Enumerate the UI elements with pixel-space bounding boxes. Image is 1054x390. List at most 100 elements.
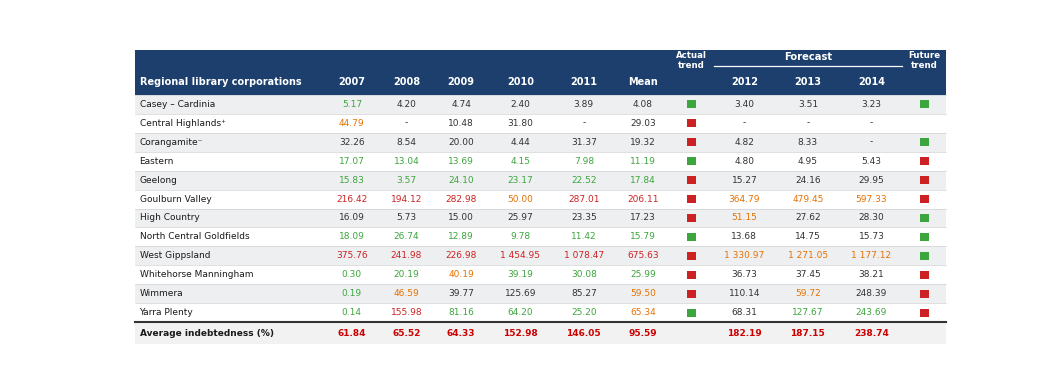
Text: 46.59: 46.59: [393, 289, 419, 298]
Text: 127.67: 127.67: [793, 308, 823, 317]
Text: North Central Goldfields: North Central Goldfields: [139, 232, 249, 241]
Text: 31.80: 31.80: [507, 119, 533, 128]
Text: 1 078.47: 1 078.47: [564, 252, 604, 261]
Text: 51.15: 51.15: [731, 213, 758, 223]
Text: 13.69: 13.69: [448, 156, 474, 165]
Text: 14.75: 14.75: [795, 232, 821, 241]
Text: 25.97: 25.97: [507, 213, 533, 223]
Text: West Gippsland: West Gippsland: [139, 252, 210, 261]
Text: Wimmera: Wimmera: [139, 289, 183, 298]
Bar: [920, 138, 929, 147]
Bar: [920, 157, 929, 165]
Text: Eastern: Eastern: [139, 156, 174, 165]
Text: 24.10: 24.10: [448, 176, 474, 184]
Text: 4.80: 4.80: [735, 156, 755, 165]
Text: 4.44: 4.44: [510, 138, 530, 147]
Text: 5.73: 5.73: [396, 213, 416, 223]
Text: 64.20: 64.20: [508, 308, 533, 317]
Text: 25.20: 25.20: [571, 308, 597, 317]
Text: Central Highlands⁺: Central Highlands⁺: [139, 119, 226, 128]
Text: 65.34: 65.34: [630, 308, 656, 317]
Bar: [135, 209, 945, 227]
Text: 2009: 2009: [448, 76, 474, 87]
Text: High Country: High Country: [139, 213, 199, 223]
Text: 17.07: 17.07: [339, 156, 365, 165]
Text: 282.98: 282.98: [446, 195, 476, 204]
Text: 248.39: 248.39: [856, 289, 887, 298]
Text: 17.23: 17.23: [630, 213, 656, 223]
Text: 64.33: 64.33: [447, 329, 475, 338]
Text: 13.04: 13.04: [393, 156, 419, 165]
Bar: [135, 246, 945, 266]
Bar: [687, 138, 696, 147]
Text: 1 330.97: 1 330.97: [724, 252, 764, 261]
Text: 238.74: 238.74: [854, 329, 889, 338]
Text: 95.59: 95.59: [628, 329, 658, 338]
Text: 44.79: 44.79: [339, 119, 365, 128]
Text: 39.77: 39.77: [448, 289, 474, 298]
Bar: [687, 99, 696, 108]
Text: -: -: [405, 119, 408, 128]
Text: 30.08: 30.08: [571, 271, 597, 280]
Text: 25.99: 25.99: [630, 271, 656, 280]
Text: 15.27: 15.27: [731, 176, 757, 184]
Bar: [920, 289, 929, 298]
Text: 4.95: 4.95: [798, 156, 818, 165]
Text: 9.78: 9.78: [510, 232, 530, 241]
Text: 2012: 2012: [730, 76, 758, 87]
Text: Goulburn Valley: Goulburn Valley: [139, 195, 211, 204]
Text: 29.95: 29.95: [859, 176, 884, 184]
Text: 26.74: 26.74: [394, 232, 419, 241]
Text: 23.35: 23.35: [571, 213, 597, 223]
Text: Forecast: Forecast: [784, 52, 832, 62]
Bar: [135, 303, 945, 323]
Text: 2011: 2011: [570, 76, 598, 87]
Text: 7.98: 7.98: [573, 156, 593, 165]
Text: -: -: [582, 119, 585, 128]
Bar: [920, 271, 929, 279]
Text: 12.89: 12.89: [448, 232, 474, 241]
Bar: [920, 308, 929, 317]
Text: 3.57: 3.57: [396, 176, 416, 184]
Bar: [135, 190, 945, 209]
Text: 2007: 2007: [338, 76, 366, 87]
Text: Whitehorse Manningham: Whitehorse Manningham: [139, 271, 253, 280]
Text: 0.30: 0.30: [341, 271, 362, 280]
Text: 479.45: 479.45: [793, 195, 823, 204]
Text: 1 271.05: 1 271.05: [787, 252, 828, 261]
Bar: [920, 176, 929, 184]
Text: 11.19: 11.19: [630, 156, 656, 165]
Bar: [135, 113, 945, 133]
Bar: [687, 232, 696, 241]
Text: 2014: 2014: [858, 76, 885, 87]
Text: 65.52: 65.52: [392, 329, 421, 338]
Text: 1 454.95: 1 454.95: [501, 252, 541, 261]
Text: 5.43: 5.43: [861, 156, 881, 165]
Text: 22.52: 22.52: [571, 176, 597, 184]
Text: 27.62: 27.62: [795, 213, 821, 223]
Text: 13.68: 13.68: [731, 232, 758, 241]
Bar: [687, 176, 696, 184]
Bar: [687, 119, 696, 128]
Text: 68.31: 68.31: [731, 308, 758, 317]
Text: 61.84: 61.84: [337, 329, 366, 338]
Text: 2.40: 2.40: [510, 99, 530, 108]
Bar: [135, 152, 945, 170]
Text: -: -: [870, 119, 873, 128]
Text: 28.30: 28.30: [859, 213, 884, 223]
Bar: [920, 99, 929, 108]
Text: 4.20: 4.20: [396, 99, 416, 108]
Text: 187.15: 187.15: [790, 329, 825, 338]
Text: 3.23: 3.23: [861, 99, 881, 108]
Bar: [135, 227, 945, 246]
Bar: [920, 214, 929, 222]
Text: 4.74: 4.74: [451, 99, 471, 108]
Text: 15.00: 15.00: [448, 213, 474, 223]
Text: 85.27: 85.27: [571, 289, 597, 298]
Text: 20.00: 20.00: [448, 138, 474, 147]
Text: 0.14: 0.14: [341, 308, 362, 317]
Text: Average indebtedness (%): Average indebtedness (%): [139, 329, 273, 338]
Text: 59.72: 59.72: [795, 289, 821, 298]
Text: 2010: 2010: [507, 76, 533, 87]
Text: Future
trend: Future trend: [909, 51, 940, 71]
